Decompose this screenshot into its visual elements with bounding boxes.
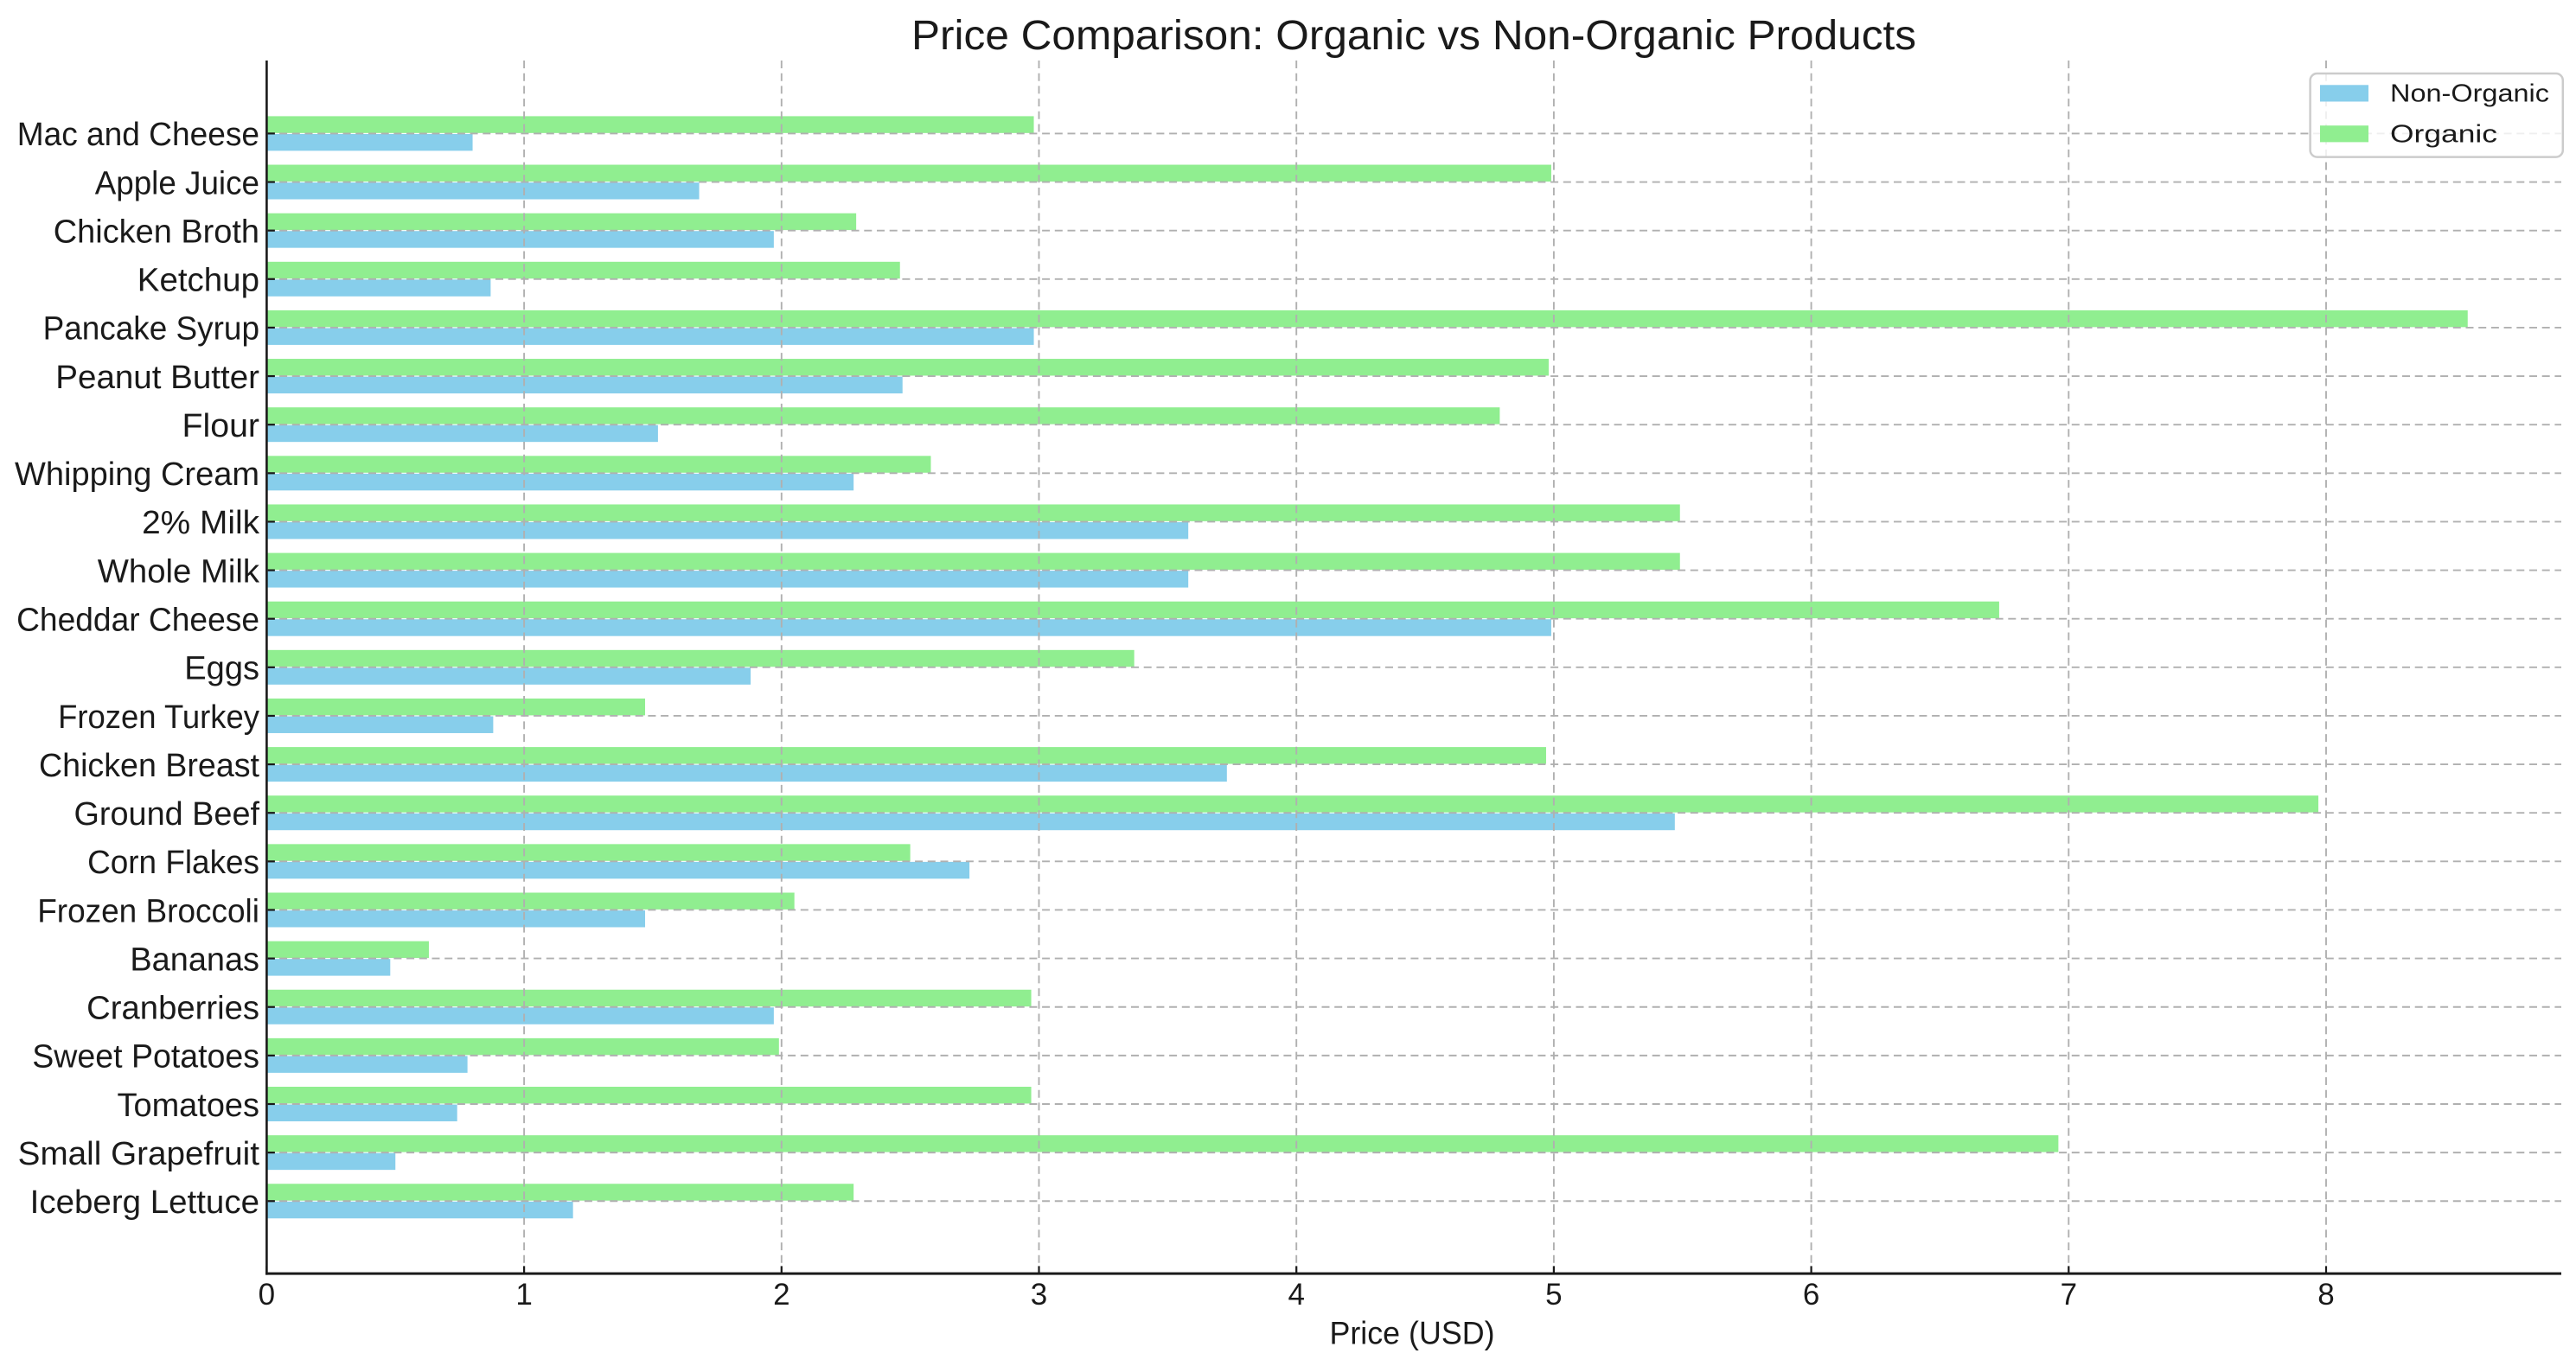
svg-text:Peanut Butter: Peanut Butter: [55, 360, 259, 396]
svg-text:Whipping Cream: Whipping Cream: [15, 456, 259, 493]
svg-text:Iceberg Lettuce: Iceberg Lettuce: [30, 1184, 259, 1221]
svg-text:Organic: Organic: [2390, 120, 2497, 148]
svg-text:Ground Beef: Ground Beef: [74, 796, 260, 833]
svg-text:4: 4: [1288, 1278, 1304, 1312]
svg-text:Corn Flakes: Corn Flakes: [87, 845, 259, 881]
svg-text:Price Comparison: Organic vs N: Price Comparison: Organic vs Non-Organic…: [911, 13, 1916, 59]
svg-text:7: 7: [2061, 1278, 2077, 1312]
svg-text:2% Milk: 2% Milk: [142, 505, 260, 541]
svg-text:Small Grapefruit: Small Grapefruit: [18, 1136, 260, 1172]
svg-text:Non-Organic: Non-Organic: [2390, 80, 2549, 108]
svg-text:Frozen Turkey: Frozen Turkey: [58, 699, 259, 736]
svg-text:Frozen Broccoli: Frozen Broccoli: [37, 893, 259, 929]
svg-text:5: 5: [1545, 1278, 1562, 1312]
svg-text:3: 3: [1031, 1278, 1047, 1312]
svg-text:Apple Juice: Apple Juice: [95, 165, 259, 201]
svg-text:Price (USD): Price (USD): [1330, 1316, 1495, 1351]
svg-text:Tomatoes: Tomatoes: [118, 1088, 260, 1124]
svg-text:1: 1: [515, 1278, 532, 1312]
svg-text:Chicken Breast: Chicken Breast: [39, 748, 259, 784]
svg-text:2: 2: [773, 1278, 789, 1312]
svg-text:Chicken Broth: Chicken Broth: [54, 214, 259, 250]
svg-text:Cheddar Cheese: Cheddar Cheese: [16, 603, 259, 639]
svg-text:Mac and Cheese: Mac and Cheese: [17, 117, 259, 153]
svg-text:Pancake Syrup: Pancake Syrup: [43, 311, 259, 348]
svg-text:6: 6: [1803, 1278, 1819, 1312]
svg-text:Eggs: Eggs: [184, 651, 259, 687]
svg-text:Cranberries: Cranberries: [86, 991, 259, 1027]
svg-text:Sweet Potatoes: Sweet Potatoes: [32, 1039, 259, 1076]
svg-text:0: 0: [259, 1278, 275, 1312]
svg-text:Bananas: Bananas: [130, 942, 259, 978]
svg-text:Ketchup: Ketchup: [137, 263, 259, 299]
svg-text:Flour: Flour: [182, 408, 260, 444]
svg-text:Whole Milk: Whole Milk: [98, 553, 260, 590]
svg-text:8: 8: [2317, 1278, 2334, 1312]
